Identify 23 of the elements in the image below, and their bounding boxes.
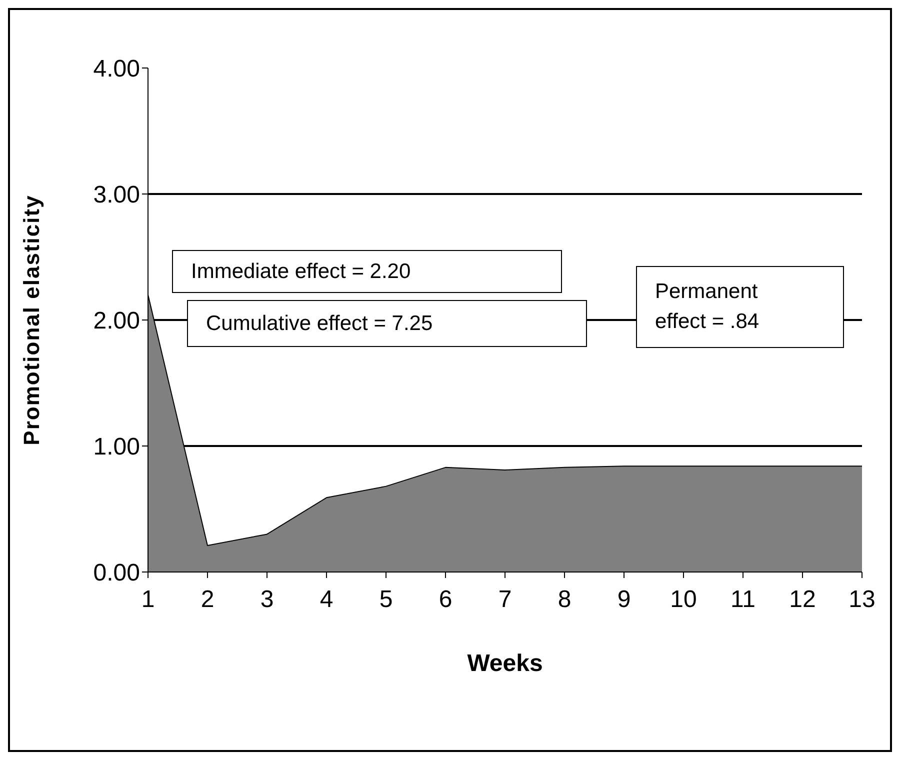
- x-tick-label: 3: [260, 586, 274, 614]
- y-tick-label: 3.00: [93, 182, 140, 209]
- y-axis-title: Promotional elasticity: [19, 194, 45, 446]
- x-axis-title: Weeks: [466, 650, 544, 678]
- y-tick-label: 0.00: [93, 560, 140, 587]
- y-tick-label: 4.00: [93, 56, 140, 83]
- x-tick-label: 2: [200, 586, 214, 614]
- x-tick-label: 8: [558, 586, 572, 614]
- x-tick-label: 12: [789, 586, 816, 614]
- x-tick-label: 7: [498, 586, 512, 614]
- x-tick-label: 6: [438, 586, 452, 614]
- x-tick-label: 4: [320, 586, 334, 614]
- x-tick-label: 5: [379, 586, 393, 614]
- x-tick-label: 13: [848, 586, 876, 614]
- x-tick-label: 1: [141, 586, 155, 614]
- x-tick-label: 11: [730, 586, 756, 614]
- note-box: Cumulative effect = 7.25: [187, 300, 587, 347]
- note-box: Permanent effect = .84: [636, 266, 844, 348]
- y-tick-label: 2.00: [93, 308, 140, 335]
- note-box: Immediate effect = 2.20: [172, 250, 562, 293]
- x-tick-label: 10: [670, 586, 697, 614]
- y-tick-label: 1.00: [93, 434, 140, 461]
- x-tick-label: 9: [617, 586, 631, 614]
